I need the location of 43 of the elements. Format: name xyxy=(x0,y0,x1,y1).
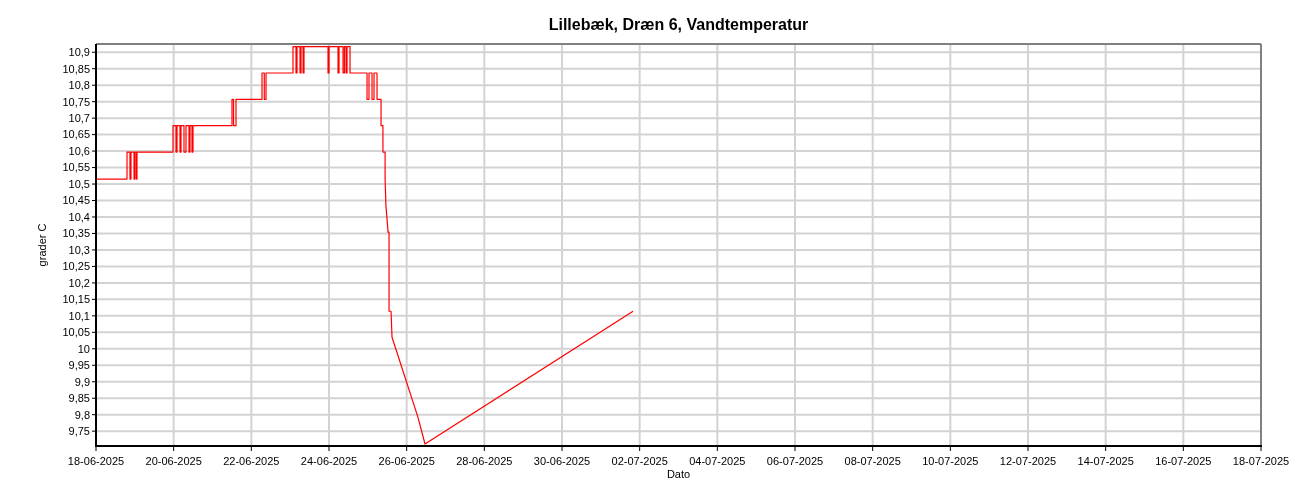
x-tick-label: 26-06-2025 xyxy=(378,455,435,467)
x-tick-label: 12-07-2025 xyxy=(999,455,1057,467)
y-tick-label: 10,35 xyxy=(62,227,90,240)
y-tick-label: 10,9 xyxy=(68,46,90,59)
y-tick-label: 9,9 xyxy=(74,375,90,388)
y-tick-label: 10,55 xyxy=(62,161,90,174)
x-tick-label: 30-06-2025 xyxy=(533,455,591,467)
y-tick-label: 10,15 xyxy=(62,293,90,306)
x-tick-label: 14-07-2025 xyxy=(1077,455,1134,467)
y-tick-label: 10,05 xyxy=(62,326,90,339)
y-tick-label: 9,8 xyxy=(74,408,90,421)
y-tick-label: 10 xyxy=(77,342,90,355)
y-tick-label: 10,25 xyxy=(62,260,90,273)
x-tick-label: 16-07-2025 xyxy=(1155,455,1212,467)
y-tick-label: 10,1 xyxy=(68,309,90,322)
y-tick-label: 10,45 xyxy=(62,194,90,207)
y-tick-label: 10,6 xyxy=(68,144,90,157)
x-tick-label: 20-06-2025 xyxy=(145,455,202,467)
y-tick-label: 10,85 xyxy=(62,62,90,75)
y-tick-label: 10,5 xyxy=(68,177,90,190)
x-tick-label: 18-06-2025 xyxy=(67,455,125,467)
x-tick-label: 18-07-2025 xyxy=(1232,455,1290,467)
x-tick-label: 06-07-2025 xyxy=(766,455,824,467)
x-tick-label: 02-07-2025 xyxy=(611,455,668,467)
x-tick-label: 08-07-2025 xyxy=(844,455,901,467)
x-tick-label: 10-07-2025 xyxy=(922,455,979,467)
y-tick-label: 9,75 xyxy=(68,425,90,438)
x-tick-label: 22-06-2025 xyxy=(223,455,280,467)
y-tick-label: 10,7 xyxy=(68,111,90,124)
chart-title: Lillebæk, Dræn 6, Vandtemperatur xyxy=(548,16,809,33)
y-tick-label: 10,2 xyxy=(68,276,90,289)
y-tick-label: 9,85 xyxy=(68,392,90,405)
y-tick-label: 10,8 xyxy=(68,79,90,92)
x-tick-label: 28-06-2025 xyxy=(456,455,513,467)
y-tick-label: 10,4 xyxy=(68,210,90,223)
y-tick-label: 9,95 xyxy=(68,359,90,372)
x-tick-label: 04-07-2025 xyxy=(689,455,746,467)
y-tick-label: 10,3 xyxy=(68,243,90,256)
x-tick-label: 24-06-2025 xyxy=(300,455,358,467)
y-axis-title: grader C xyxy=(36,223,48,267)
x-axis-title: Dato xyxy=(666,468,691,480)
y-tick-label: 10,75 xyxy=(62,95,90,108)
y-tick-label: 10,65 xyxy=(62,128,90,141)
